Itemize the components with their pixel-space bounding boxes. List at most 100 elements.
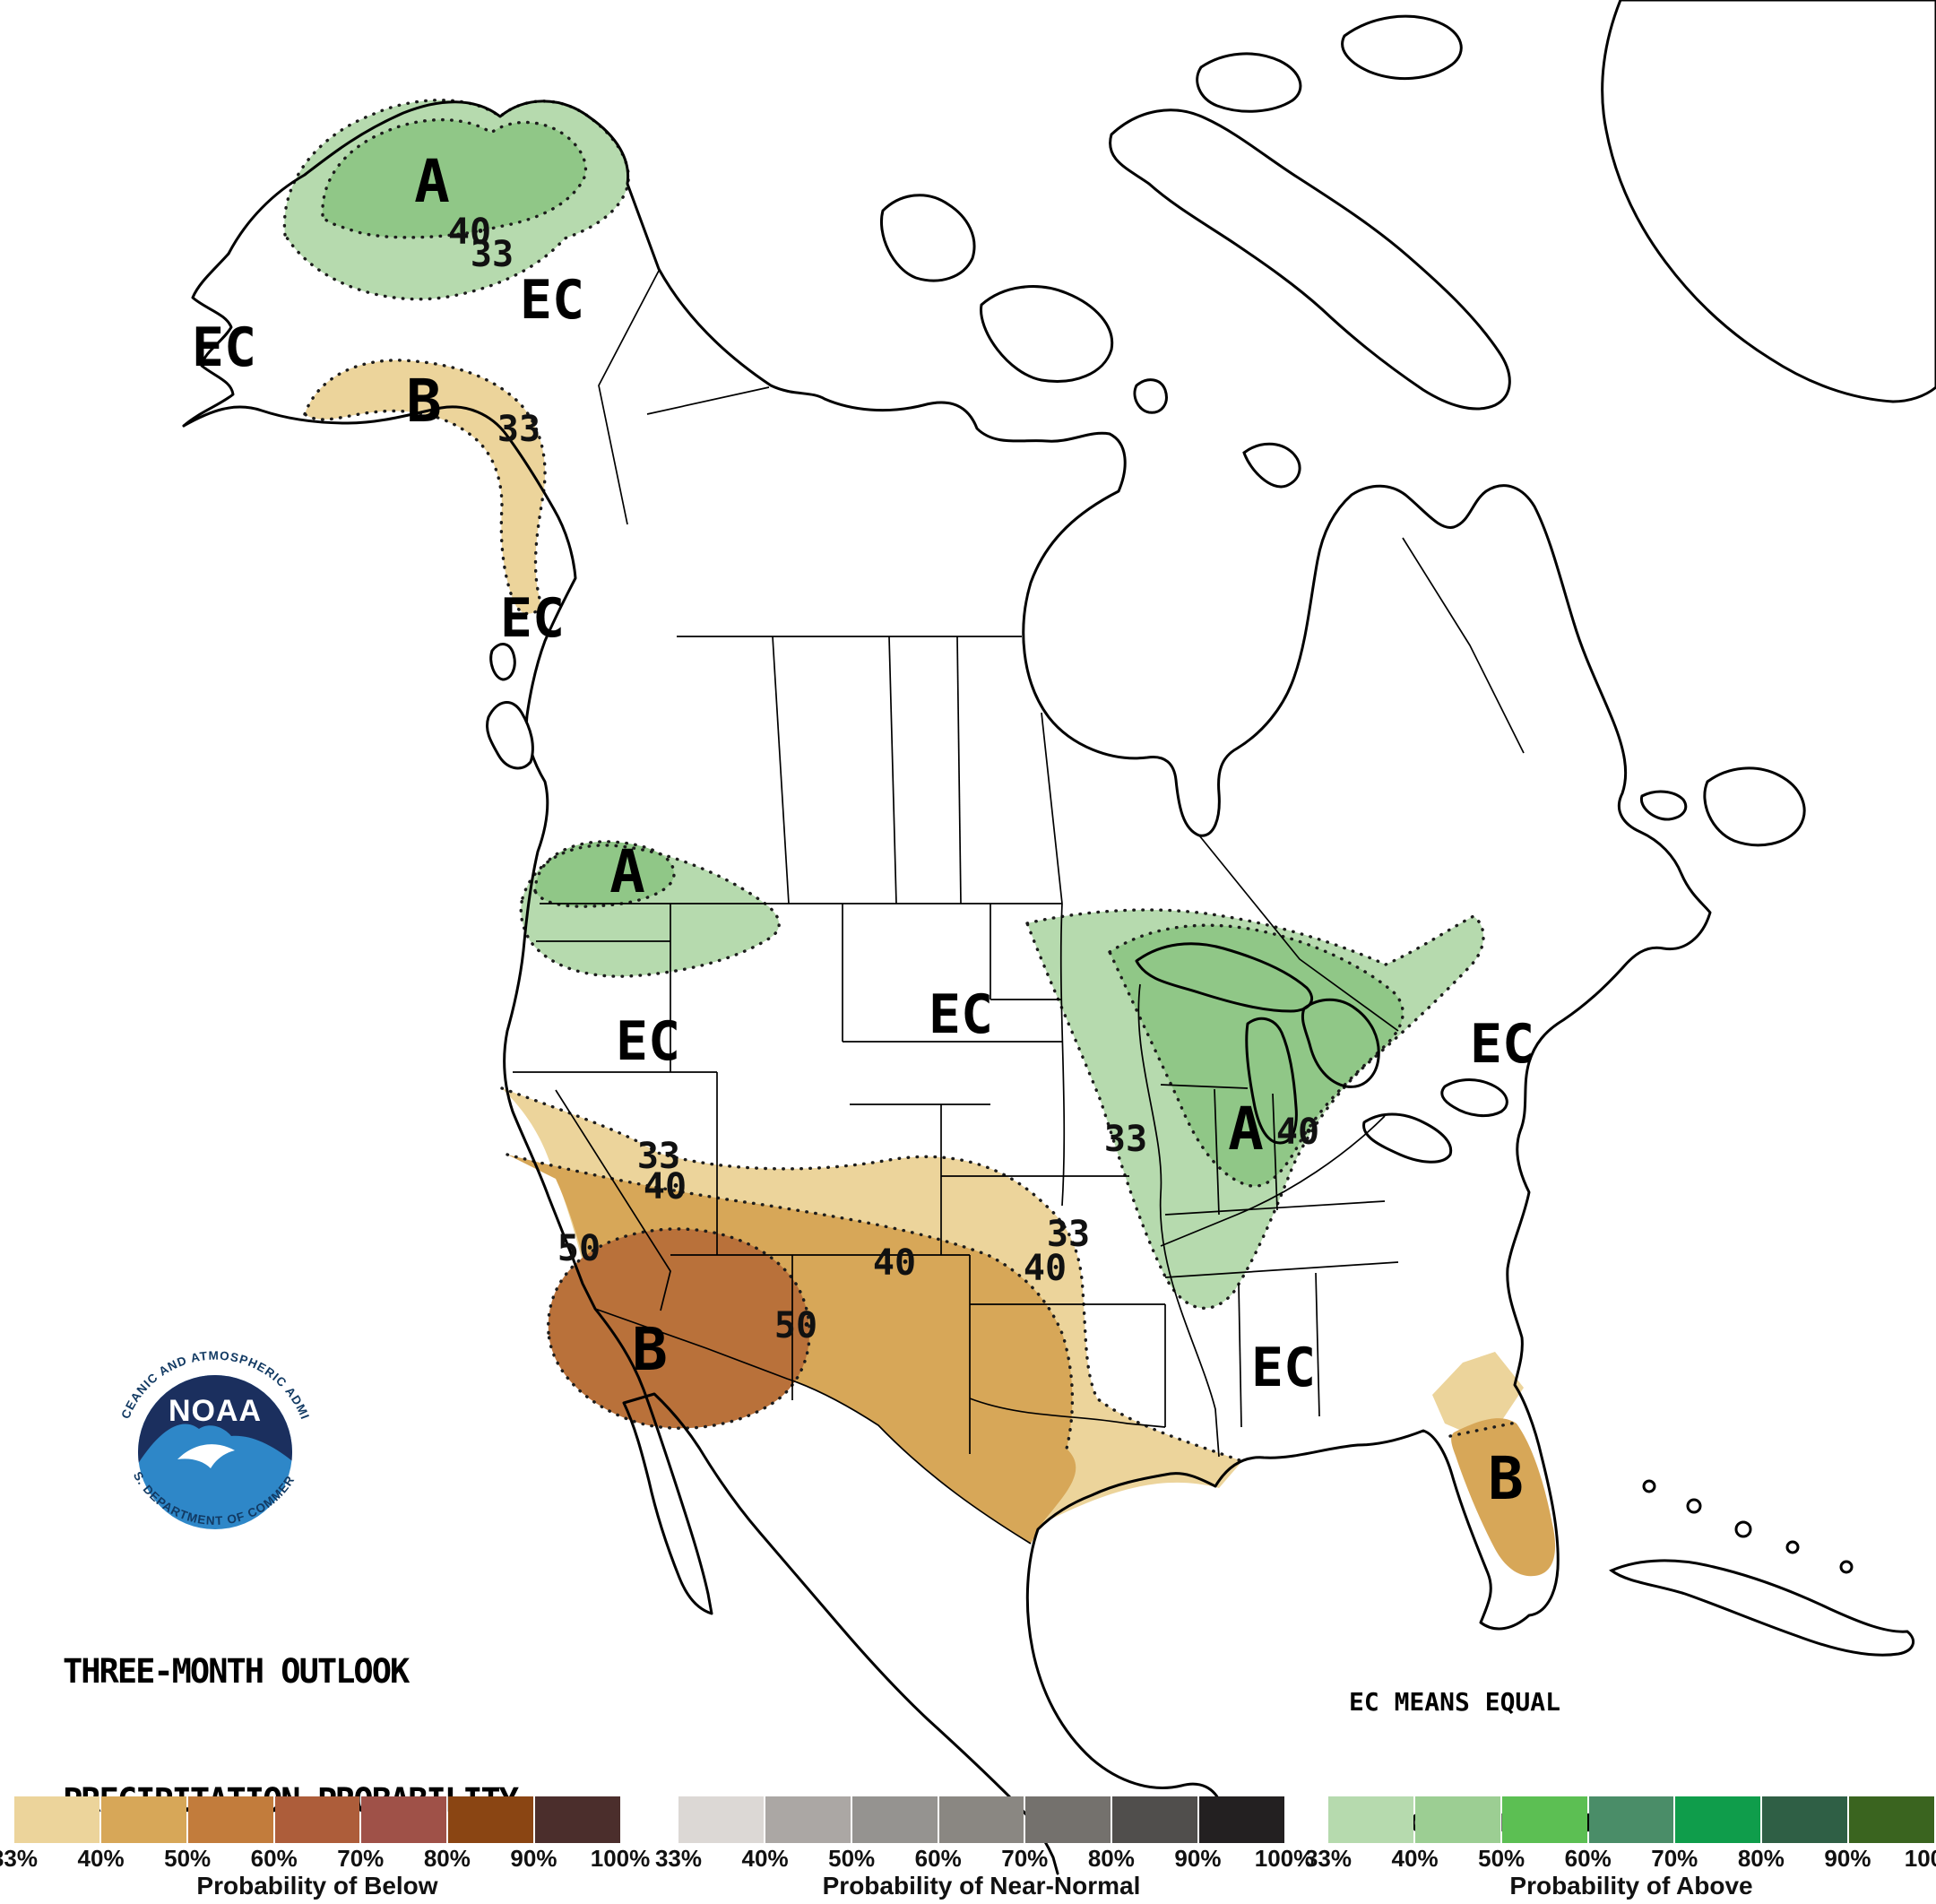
- map-label-region-B: B: [632, 1315, 668, 1384]
- us-mexico-border: [594, 1308, 1032, 1545]
- newfoundland-island: [1703, 766, 1806, 847]
- colorbar-tick-label: 60%: [914, 1845, 962, 1872]
- colorbar-below-swatches: [14, 1796, 621, 1843]
- southwest-below-50-region: [548, 1228, 810, 1429]
- map-label-ec-EC: EC: [1470, 1013, 1534, 1076]
- colorbar-swatch: [1414, 1796, 1500, 1843]
- lake-huron: [1301, 998, 1380, 1088]
- colorbar-swatch: [1025, 1796, 1111, 1843]
- west-alaska-coast: [182, 252, 235, 428]
- map-label-region-A: A: [414, 147, 450, 216]
- noaa-logo: NOAA NATIONAL OCEANIC AND ATMOSPHERIC AD…: [0, 0, 323, 1560]
- map-label-contour-40: 40: [873, 1242, 916, 1284]
- mainland-north-east-coast: [227, 100, 1712, 1830]
- colorbar-swatch: [535, 1796, 621, 1843]
- colorbar-swatch: [448, 1796, 534, 1843]
- colorbar-above-swatches: [1328, 1796, 1935, 1843]
- coastlines: [182, 100, 1712, 1875]
- noaa-ring-bottom: U.S. DEPARTMENT OF COMMERCE: [0, 0, 298, 1528]
- alaska-below-33-region: [305, 359, 546, 614]
- map-label-contour-40: 40: [1024, 1248, 1067, 1289]
- colorbar-swatch: [274, 1796, 360, 1843]
- alaska-above-40-region: [322, 119, 586, 238]
- colorbar-tick-label: 50%: [828, 1845, 876, 1872]
- colorbar-below: 33% 40% 50% 60% 70% 80% 90% 100% Probability of…: [0, 1796, 650, 1900]
- map-label-contour-40: 40: [448, 212, 491, 253]
- colorbar-tick-label: 50%: [164, 1845, 212, 1872]
- title-line-outlook: THREE-MONTH OUTLOOK: [63, 1652, 410, 1691]
- map-label-contour-50: 50: [557, 1228, 601, 1269]
- colorbar-tick-label: 33%: [1304, 1845, 1353, 1872]
- colorbar-below-ticks: 33% 40% 50% 60% 70% 80% 90% 100%: [0, 1843, 650, 1872]
- noaa-ring-top: NATIONAL OCEANIC AND ATMOSPHERIC ADMINIS…: [0, 0, 312, 1422]
- map-label-contour-33: 33: [637, 1136, 680, 1177]
- colorbar-tick-label: 60%: [250, 1845, 298, 1872]
- map-label-ec-EC: EC: [1251, 1337, 1316, 1399]
- colorbar-tick-label: 60%: [1564, 1845, 1612, 1872]
- map-label-region-B: B: [406, 367, 442, 436]
- map-label-ec-EC: EC: [616, 1010, 680, 1073]
- colorbar-swatch: [100, 1796, 186, 1843]
- boothia-island: [1133, 378, 1168, 414]
- map-label-ec-EC: EC: [500, 587, 565, 650]
- pnw-above-40-region: [535, 841, 675, 907]
- colorbar-swatch: [678, 1796, 764, 1843]
- lake-michigan: [1245, 1017, 1298, 1145]
- colorbar-below-caption: Probability of Below: [196, 1872, 438, 1900]
- colorbar-tick-label: 40%: [1391, 1845, 1439, 1872]
- victoria-island: [980, 285, 1114, 383]
- florida-below-40-region: [1451, 1418, 1556, 1577]
- noaa-logo-word: NOAA: [169, 1394, 262, 1428]
- colorbar-near-normal-ticks: 33% 40% 50% 60% 70% 80% 90% 100%: [655, 1843, 1314, 1872]
- colorbar-tick-label: 90%: [510, 1845, 557, 1872]
- great-lakes: [1135, 942, 1508, 1164]
- map-label-ec-EC: EC: [929, 983, 993, 1046]
- colorbar-swatch: [1588, 1796, 1674, 1843]
- florida-below-33-region: [1432, 1352, 1524, 1434]
- colorbar-tick-label: 40%: [741, 1845, 789, 1872]
- haida-gwaii-island: [489, 643, 516, 681]
- lake-ontario: [1440, 1078, 1508, 1118]
- colorbar-swatch: [1675, 1796, 1761, 1843]
- greenland: [1601, 0, 1936, 403]
- colorbar-tick-label: 50%: [1478, 1845, 1525, 1872]
- colorbar-swatch: [14, 1796, 99, 1843]
- map-label-contour-33: 33: [1104, 1119, 1147, 1160]
- southampton-island: [1242, 442, 1301, 489]
- colorbar-tick-label: 90%: [1174, 1845, 1222, 1872]
- map-label-contour-40: 40: [1276, 1112, 1319, 1153]
- colorbar-swatch: [361, 1796, 447, 1843]
- colorbar-tick-label: 80%: [1087, 1845, 1135, 1872]
- colorbar-above: 33% 40% 50% 60% 70% 80% 90% 100% Probability of…: [1305, 1796, 1936, 1900]
- colorbar-tick-label: 40%: [77, 1845, 125, 1872]
- alaska-canada-border: [598, 270, 660, 525]
- map-label-region-A: A: [609, 837, 645, 906]
- colorbar-near-normal-swatches: [678, 1796, 1285, 1843]
- colorbar-swatch: [765, 1796, 851, 1843]
- colorbar-tick-label: 33%: [0, 1845, 39, 1872]
- colorbar-tick-label: 100%: [1254, 1845, 1315, 1872]
- anticosti-island: [1639, 790, 1688, 821]
- midwest-above-40-region: [1110, 925, 1404, 1187]
- cuba-island: [1609, 1559, 1915, 1657]
- colorbar-tick-label: 100%: [1904, 1845, 1936, 1872]
- probability-region-fills: [284, 100, 1556, 1577]
- map-label-contour-33: 33: [471, 234, 514, 275]
- map-label-contour-33: 33: [497, 409, 540, 450]
- banks-island: [880, 194, 976, 282]
- map-label-contour-33: 33: [1047, 1214, 1090, 1255]
- political-borders: [513, 270, 1525, 1545]
- ec-legend-line-1: EC MEANS EQUAL: [1349, 1687, 1561, 1717]
- colorbar-swatch: [187, 1796, 273, 1843]
- colorbar-swatch: [1849, 1796, 1935, 1843]
- map-label-contour-50: 50: [774, 1305, 817, 1346]
- vancouver-island: [485, 701, 534, 770]
- islands: [485, 0, 1936, 1657]
- lake-superior: [1135, 942, 1313, 1013]
- map-label-region-A: A: [1228, 1095, 1264, 1164]
- colorbar-tick-label: 70%: [337, 1845, 385, 1872]
- colorbar-swatch: [1328, 1796, 1413, 1843]
